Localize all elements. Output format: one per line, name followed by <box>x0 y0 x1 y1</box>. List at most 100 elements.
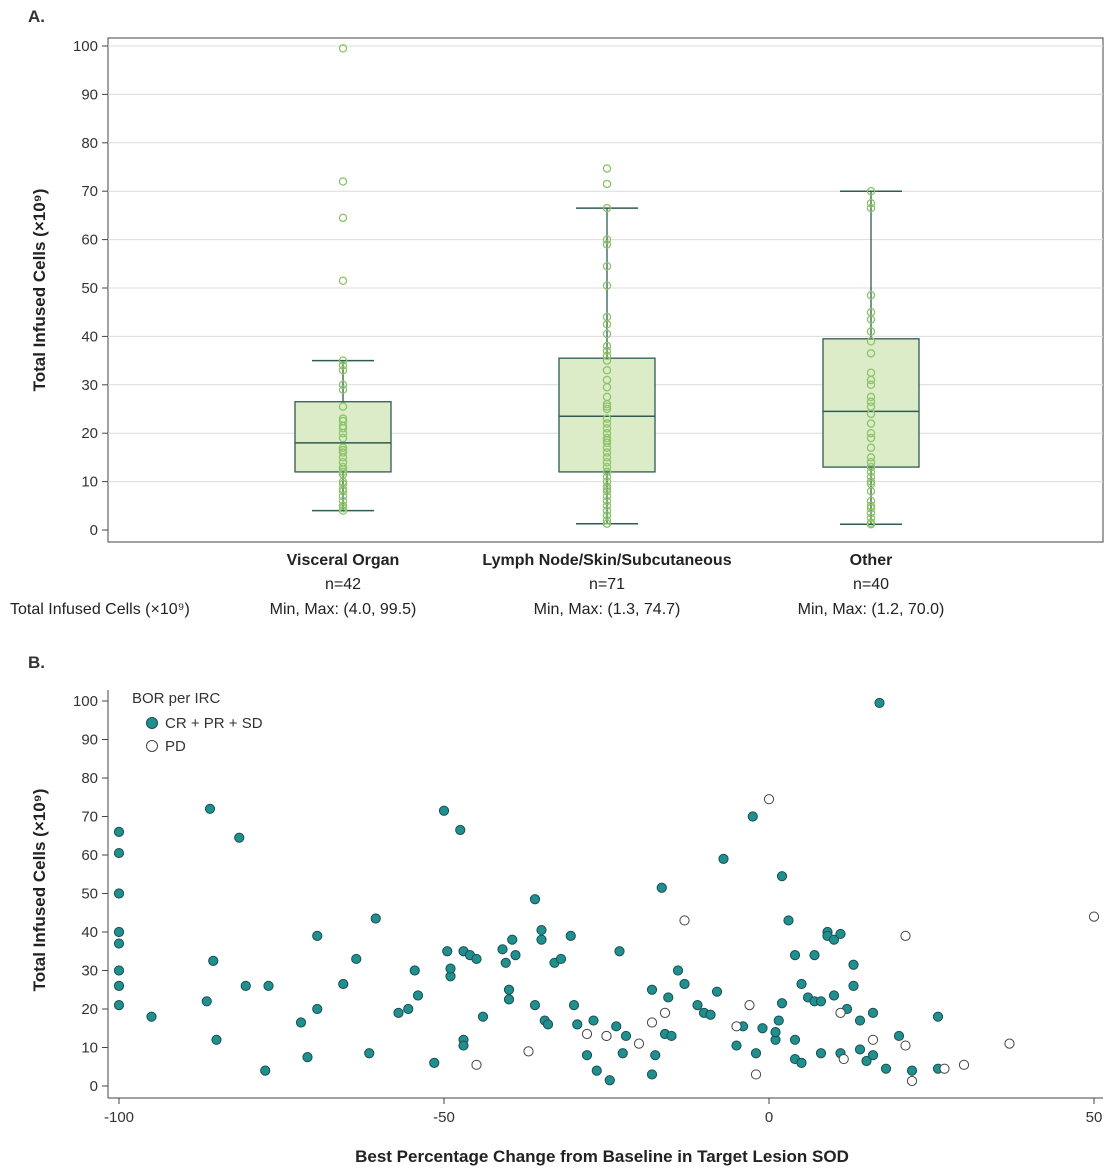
scatter-point-cr-pr-sd <box>295 1017 307 1028</box>
scatter-point-cr-pr-sd <box>572 1019 583 1030</box>
data-point <box>338 503 348 513</box>
data-point <box>602 487 612 496</box>
scatter-point-cr-pr-sd <box>429 1057 440 1069</box>
data-point <box>602 240 612 249</box>
data-point <box>866 409 876 419</box>
scatter-point-pd <box>838 1053 849 1065</box>
scatter-point-cr-pr-sd <box>828 990 840 1001</box>
category-n: n=40 <box>853 576 889 593</box>
scatter-point-cr-pr-sd <box>705 1009 716 1020</box>
scatter-point-cr-pr-sd <box>503 984 515 995</box>
data-point <box>602 402 612 411</box>
scatter-point-pd <box>750 1069 762 1080</box>
y-axis-title: Total Infused Cells (×10⁹) <box>30 789 49 992</box>
data-point <box>338 44 348 53</box>
legend-title: BOR per IRC <box>132 690 221 707</box>
y-tick-label: 30 <box>81 377 98 394</box>
scatter-point-cr-pr-sd <box>113 965 125 976</box>
scatter-point-pd <box>601 1030 612 1042</box>
scatter-point-cr-pr-sd <box>666 1030 677 1042</box>
scatter-point-pd <box>900 1040 911 1051</box>
scatter-point-cr-pr-sd <box>611 1021 622 1032</box>
data-point <box>602 472 612 482</box>
scatter-point-cr-pr-sd <box>867 1007 879 1018</box>
scatter-point-cr-pr-sd <box>403 1003 414 1015</box>
scatter-point-cr-pr-sd <box>507 934 518 945</box>
scatter-point-pd <box>581 1028 593 1040</box>
scatter-point-cr-pr-sd <box>302 1052 313 1063</box>
scatter-point-pd <box>523 1046 534 1057</box>
scatter-point-cr-pr-sd <box>581 1050 593 1061</box>
y-tick-label: 0 <box>90 522 98 539</box>
legend-label-cr-pr-sd: CR + PR + SD <box>165 715 263 732</box>
scatter-point-cr-pr-sd <box>234 832 245 843</box>
data-point <box>866 392 876 402</box>
x-tick-label: 50 <box>1086 1109 1103 1126</box>
data-point <box>338 506 348 515</box>
data-point <box>602 511 612 520</box>
x-tick-label: 0 <box>765 1109 773 1126</box>
scatter-point-cr-pr-sd <box>260 1065 271 1076</box>
data-point <box>602 491 612 501</box>
data-point <box>338 213 348 223</box>
data-point <box>602 467 612 477</box>
scatter-point-cr-pr-sd <box>565 930 576 941</box>
data-point <box>602 320 612 329</box>
scatter-point-cr-pr-sd <box>776 998 788 1009</box>
scatter-point-cr-pr-sd <box>692 1000 703 1011</box>
data-point <box>602 261 612 271</box>
scatter-point-cr-pr-sd <box>113 847 125 859</box>
data-point <box>338 428 348 438</box>
data-point <box>866 397 876 406</box>
data-point <box>602 281 612 290</box>
data-point <box>602 516 612 525</box>
data-point <box>866 380 876 390</box>
scatter-point-cr-pr-sd <box>113 980 125 992</box>
data-point <box>602 351 612 361</box>
data-point <box>866 186 876 196</box>
y-tick-label: 40 <box>81 924 98 941</box>
data-point <box>866 203 876 213</box>
x-tick-label: -50 <box>433 1109 455 1126</box>
scatter-point-pd <box>471 1059 482 1070</box>
scatter-point-cr-pr-sd <box>351 953 362 965</box>
scatter-point-cr-pr-sd <box>113 938 125 949</box>
scatter-point-pd <box>906 1075 918 1087</box>
scatter-point-cr-pr-sd <box>591 1065 602 1076</box>
scatter-point-cr-pr-sd <box>874 697 885 709</box>
scatter-point-cr-pr-sd <box>861 1055 872 1067</box>
scatter-point-pd <box>835 1007 846 1018</box>
y-tick-label: 90 <box>81 86 98 103</box>
category-label: Visceral Organ <box>287 552 400 569</box>
data-point <box>602 341 612 351</box>
data-point <box>866 433 876 443</box>
scatter-point-cr-pr-sd <box>500 957 511 968</box>
data-point <box>866 477 876 486</box>
data-point <box>338 361 348 370</box>
scatter-point-cr-pr-sd <box>650 1050 661 1061</box>
data-point <box>338 448 348 457</box>
scatter-point-cr-pr-sd <box>776 871 788 882</box>
y-tick-label: 10 <box>81 1040 98 1057</box>
scatter-point-cr-pr-sd <box>201 996 212 1007</box>
scatter-point-cr-pr-sd <box>893 1030 905 1042</box>
data-point <box>338 380 348 390</box>
scatter-point-cr-pr-sd <box>458 1040 469 1051</box>
data-point <box>602 453 612 462</box>
scatter-point-cr-pr-sd <box>656 882 667 893</box>
data-point <box>338 433 348 443</box>
scatter-point-cr-pr-sd <box>796 978 807 990</box>
y-tick-label: 80 <box>81 770 98 787</box>
scatter-point-cr-pr-sd <box>445 963 456 974</box>
y-tick-label: 30 <box>81 963 98 980</box>
scatter-point-cr-pr-sd <box>529 1000 541 1011</box>
data-point <box>602 438 612 448</box>
scatter-point-pd <box>633 1038 645 1049</box>
scatter-point-pd <box>731 1021 742 1032</box>
scatter-point-cr-pr-sd <box>646 1069 658 1080</box>
data-point <box>866 467 876 477</box>
data-point <box>602 356 612 365</box>
scatter-point-cr-pr-sd <box>588 1015 599 1026</box>
scatter-point-pd <box>958 1059 970 1070</box>
scatter-point-cr-pr-sd <box>312 930 323 941</box>
